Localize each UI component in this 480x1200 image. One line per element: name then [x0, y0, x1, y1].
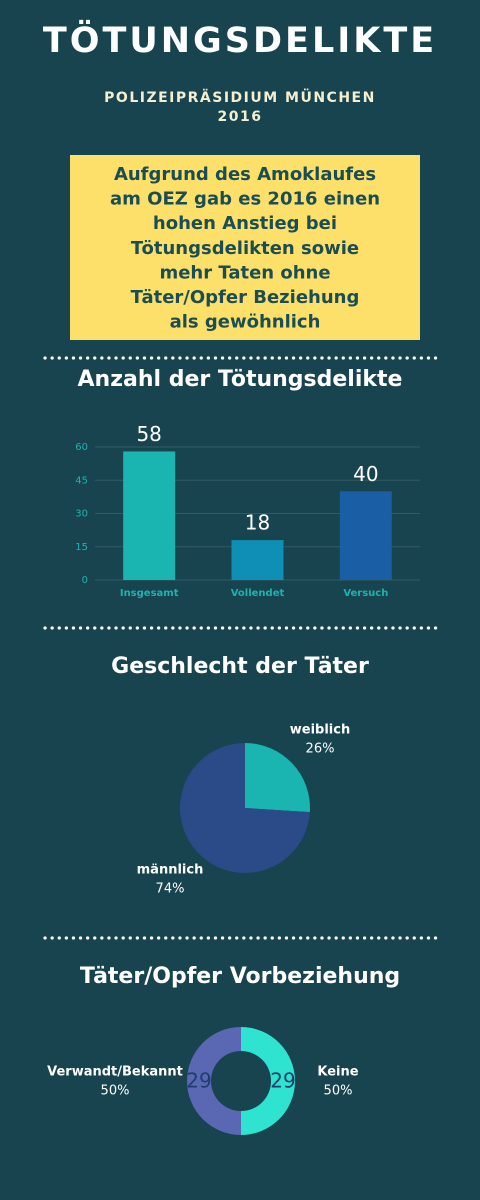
value-label: 58 [136, 422, 161, 446]
note-box [70, 155, 420, 340]
main-title: TÖTUNGSDELIKTE [43, 19, 437, 61]
chart-title: Geschlecht der Täter [111, 654, 369, 679]
bar [231, 540, 284, 580]
note-line: mehr Taten ohne [159, 262, 330, 283]
note-line: am OEZ gab es 2016 einen [110, 189, 380, 210]
y-tick-label: 0 [82, 575, 88, 586]
value-label: 40 [353, 462, 378, 486]
note-line: Aufgrund des Amoklaufes [114, 164, 376, 185]
category-label: Verwandt/Bekannt [47, 1065, 183, 1080]
count-label: 29 [270, 1069, 295, 1093]
category-label: männlich [137, 863, 204, 878]
category-label: Keine [317, 1065, 358, 1080]
bar [123, 451, 176, 580]
pie-slice [245, 743, 310, 813]
count-label: 29 [186, 1069, 211, 1093]
value-label: 18 [245, 511, 270, 535]
chart-title: Anzahl der Tötungsdelikte [78, 367, 403, 392]
note: Aufgrund des Amoklaufes am OEZ gab es 201… [110, 164, 380, 333]
subtitle: 2016 [218, 109, 263, 125]
note-line: als gewöhnlich [170, 312, 321, 333]
category-label: weiblich [290, 723, 350, 738]
value-label: 50% [101, 1084, 130, 1099]
donut-segment [187, 1027, 241, 1135]
subtitle: POLIZEIPRÄSIDIUM MÜNCHEN [104, 88, 376, 106]
donut-segment [241, 1027, 295, 1135]
x-tick-label: Versuch [343, 588, 388, 599]
value-label: 50% [324, 1084, 353, 1099]
x-tick-label: Vollendet [231, 588, 285, 599]
y-tick-label: 30 [75, 509, 88, 520]
note-line: hohen Anstieg bei [153, 213, 337, 234]
note-line: Tötungsdelikten sowie [131, 238, 359, 259]
x-tick-label: Insgesamt [120, 588, 179, 599]
note-line: Täter/Opfer Beziehung [131, 287, 360, 308]
y-tick-label: 15 [75, 542, 88, 553]
y-tick-label: 60 [75, 442, 88, 453]
y-tick-label: 45 [75, 475, 88, 486]
bar [339, 491, 392, 580]
chart-title: Täter/Opfer Vorbeziehung [80, 964, 400, 989]
value-label: 26% [306, 742, 335, 757]
pie-slice [180, 743, 310, 873]
value-label: 74% [156, 882, 185, 897]
